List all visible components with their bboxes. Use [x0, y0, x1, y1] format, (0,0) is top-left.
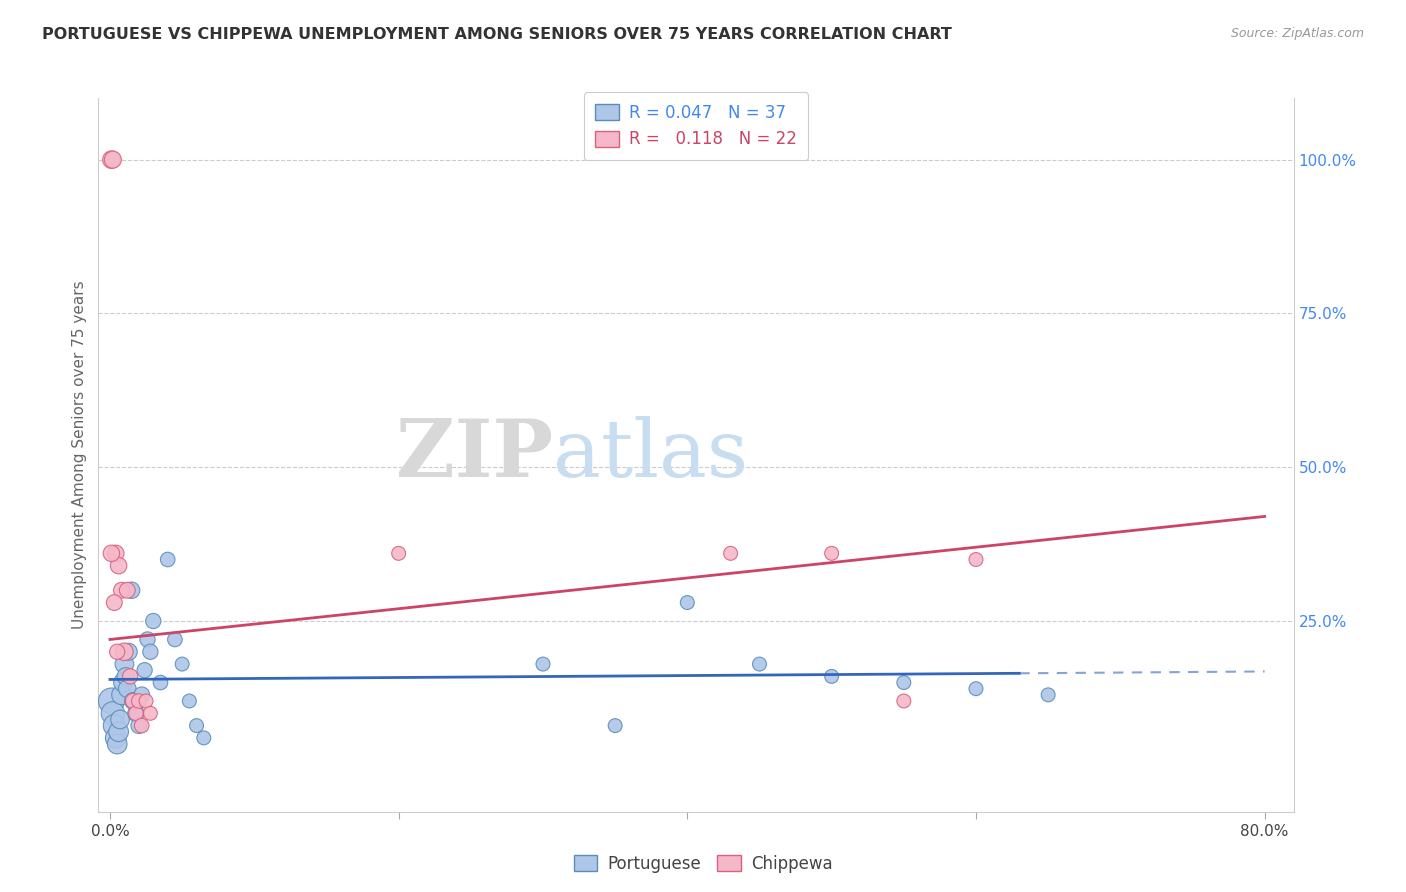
- Point: [105, 737, 128, 751]
- Point: [101, 153, 124, 167]
- Point: [186, 718, 208, 732]
- Point: [1036, 688, 1059, 702]
- Legend: Portuguese, Chippewa: Portuguese, Chippewa: [567, 848, 839, 880]
- Text: Source: ZipAtlas.com: Source: ZipAtlas.com: [1230, 27, 1364, 40]
- Legend: R = 0.047   N = 37, R =   0.118   N = 22: R = 0.047 N = 37, R = 0.118 N = 22: [583, 92, 808, 160]
- Point: [112, 657, 135, 671]
- Point: [139, 645, 162, 659]
- Point: [104, 546, 127, 560]
- Point: [110, 583, 132, 598]
- Point: [105, 645, 128, 659]
- Point: [193, 731, 215, 745]
- Point: [107, 724, 129, 739]
- Y-axis label: Unemployment Among Seniors over 75 years: Unemployment Among Seniors over 75 years: [72, 281, 87, 629]
- Point: [531, 657, 554, 671]
- Point: [122, 694, 145, 708]
- Point: [156, 552, 179, 566]
- Point: [136, 632, 159, 647]
- Point: [149, 675, 172, 690]
- Point: [103, 718, 125, 732]
- Point: [139, 706, 162, 721]
- Point: [101, 706, 124, 721]
- Point: [163, 632, 186, 647]
- Point: [117, 583, 139, 598]
- Point: [112, 645, 135, 659]
- Point: [820, 546, 842, 560]
- Point: [134, 663, 156, 677]
- Point: [131, 718, 153, 732]
- Point: [107, 558, 129, 573]
- Point: [122, 694, 145, 708]
- Point: [115, 669, 138, 683]
- Point: [128, 718, 150, 732]
- Point: [110, 688, 132, 702]
- Point: [893, 675, 915, 690]
- Point: [142, 614, 165, 628]
- Point: [117, 681, 139, 696]
- Point: [820, 669, 842, 683]
- Point: [605, 718, 627, 732]
- Text: atlas: atlas: [553, 416, 748, 494]
- Point: [388, 546, 411, 560]
- Point: [100, 546, 122, 560]
- Point: [120, 669, 142, 683]
- Point: [135, 694, 157, 708]
- Point: [100, 694, 122, 708]
- Point: [965, 681, 987, 696]
- Point: [893, 694, 915, 708]
- Point: [965, 552, 987, 566]
- Point: [125, 706, 148, 721]
- Point: [121, 583, 143, 598]
- Point: [104, 731, 127, 745]
- Point: [179, 694, 201, 708]
- Point: [100, 153, 122, 167]
- Point: [103, 596, 125, 610]
- Text: PORTUGUESE VS CHIPPEWA UNEMPLOYMENT AMONG SENIORS OVER 75 YEARS CORRELATION CHAR: PORTUGUESE VS CHIPPEWA UNEMPLOYMENT AMON…: [42, 27, 952, 42]
- Point: [111, 675, 134, 690]
- Point: [125, 706, 148, 721]
- Point: [128, 694, 150, 708]
- Point: [720, 546, 742, 560]
- Point: [172, 657, 194, 671]
- Point: [131, 688, 153, 702]
- Point: [108, 713, 131, 727]
- Point: [118, 645, 141, 659]
- Point: [748, 657, 770, 671]
- Text: ZIP: ZIP: [395, 416, 553, 494]
- Point: [676, 596, 699, 610]
